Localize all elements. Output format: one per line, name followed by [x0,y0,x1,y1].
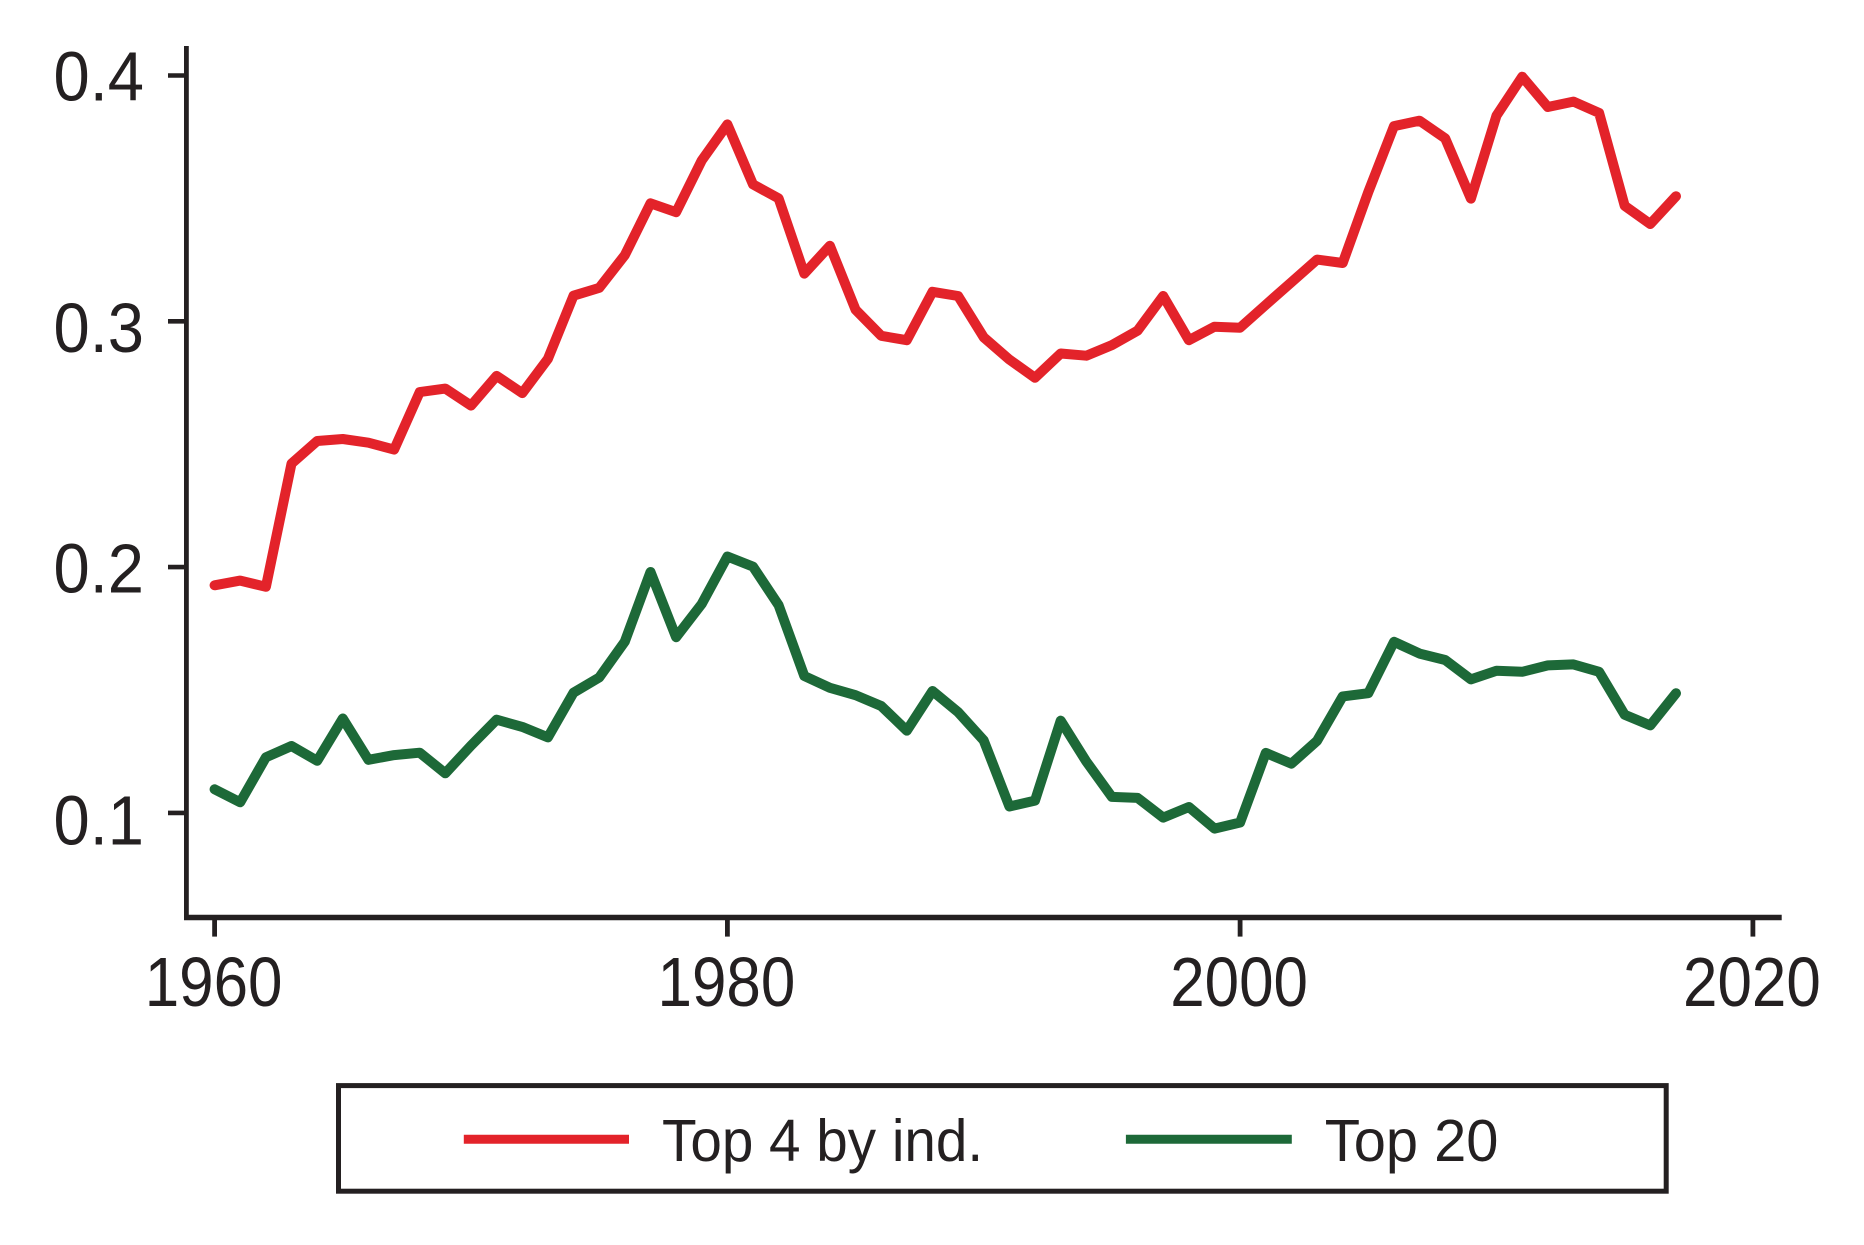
svg-text:1960: 1960 [145,944,283,1022]
svg-text:0.4: 0.4 [54,38,144,116]
svg-text:2000: 2000 [1170,944,1308,1022]
svg-text:0.1: 0.1 [54,783,144,861]
svg-text:Top 4 by ind.: Top 4 by ind. [662,1109,983,1174]
svg-text:0.2: 0.2 [54,530,144,608]
svg-text:Top 20: Top 20 [1325,1109,1499,1175]
svg-text:2020: 2020 [1683,944,1821,1022]
svg-text:0.3: 0.3 [54,290,144,368]
svg-text:1980: 1980 [658,944,796,1022]
